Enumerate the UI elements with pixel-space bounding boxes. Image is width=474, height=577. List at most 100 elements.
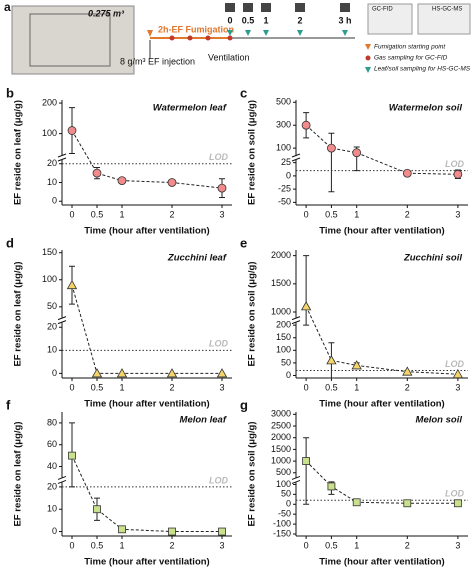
y-tick-label: 200 [276,320,291,330]
axis-break [291,479,301,484]
x-tick-label: 2 [169,209,174,219]
point [300,301,312,311]
x-axis-label: Time (hour after ventilation) [319,557,444,568]
y-axis-label: EF reside on leaf (μg/g) [13,261,24,366]
point [403,499,412,508]
instrument-label: HS-GC-MS [432,7,462,13]
chart-title: Zucchini soil [403,253,462,264]
x-tick-label: 0.5 [91,540,104,550]
y-tick-label: 25 [281,157,291,167]
timeline-label: 0.5 [242,15,255,25]
x-tick-label: 1 [119,540,124,550]
y-tick-label: 1500 [271,278,291,288]
timeline-label: 0 [227,15,232,25]
x-tick-label: 2 [169,382,174,392]
x-axis-label: Time (hour after ventilation) [319,399,444,410]
x-tick-label: 0.5 [91,209,104,219]
legend-icon [365,67,371,73]
panel-letter: f [6,397,11,412]
point [326,355,337,365]
axis-break [291,157,301,162]
y-tick-label: 50 [281,357,291,367]
start-marker [147,30,153,37]
point [167,178,177,187]
plant-icon [225,3,235,12]
x-tick-label: 2 [405,382,410,392]
axis-break [57,320,67,325]
gas-dot [205,35,211,41]
x-tick-label: 0 [304,540,309,550]
point [168,527,176,536]
y-tick-label: 50 [47,301,57,311]
point [301,120,311,130]
ventilation: Ventilation [208,52,250,62]
chart-title: Melon leaf [180,415,227,426]
legend-text: Fumigation starting point [374,44,446,51]
error-bar [303,255,310,326]
sampling-marker [263,30,269,36]
point [327,143,336,153]
y-axis-label: EF reside on soil (μg/g) [247,261,258,366]
y-tick-label: -100 [273,518,291,528]
axis-break [57,157,67,162]
y-tick-label: 100 [42,274,57,284]
y-tick-label: 2500 [271,420,291,430]
y-tick-label: 100 [276,345,291,355]
panel-letter: a [4,0,11,14]
data-line [305,124,458,175]
x-tick-label: 2 [405,209,410,219]
axis-break [291,153,301,158]
y-tick-label: 100 [42,128,57,138]
chart-title: Zucchini leaf [167,253,227,264]
y-tick-label: 100 [276,143,291,153]
axis-break [57,153,67,158]
y-tick-label: 0 [52,196,57,206]
y-tick-label: 500 [276,467,291,477]
y-axis-label: EF reside on leaf (μg/g) [13,100,24,205]
timeline-label: 1 [263,15,268,25]
y-tick-label: 1500 [271,444,291,454]
point [302,457,311,465]
y-tick-label: 10 [47,177,57,187]
x-tick-label: 0.5 [325,382,338,392]
point [67,126,77,135]
panel-letter: b [6,85,14,100]
gas-dot [227,35,233,41]
y-tick-label: 3000 [271,409,291,419]
point [93,505,101,514]
axis-break [57,479,67,484]
lod-label: LOD [445,489,464,499]
x-tick-label: 3 [455,540,460,550]
fumigation-label: 2h-EF Fumigation [158,24,234,34]
point [91,368,103,378]
gas-dot [187,35,193,41]
y-tick-label: 0 [286,499,291,509]
gc-fid [367,3,413,35]
plant-icon [295,3,305,12]
timeline-label: 2 [297,15,302,25]
y-tick-label: 2000 [271,432,291,442]
timeline-label: 3 h [338,15,351,25]
chamber [29,13,111,67]
y-tick-label: 1000 [271,306,291,316]
y-tick-label: 300 [276,120,291,130]
x-tick-label: 1 [354,209,359,219]
lod-label: LOD [209,339,228,349]
y-tick-label: 0 [286,170,291,180]
y-tick-label: 200 [42,97,57,107]
lod-label: LOD [445,359,464,369]
x-tick-label: 1 [354,382,359,392]
x-tick-label: 0.5 [325,540,338,550]
x-tick-label: 0.5 [91,382,104,392]
point [218,527,226,536]
point [453,169,463,179]
legend-icon [365,55,371,61]
chart-title: Melon soil [416,415,463,426]
data-line [71,130,223,189]
plant-icon [243,3,253,12]
point [92,168,102,178]
point [351,360,362,370]
axis-break [291,320,301,325]
error-bar [303,437,310,505]
y-tick-label: 10 [47,504,57,514]
